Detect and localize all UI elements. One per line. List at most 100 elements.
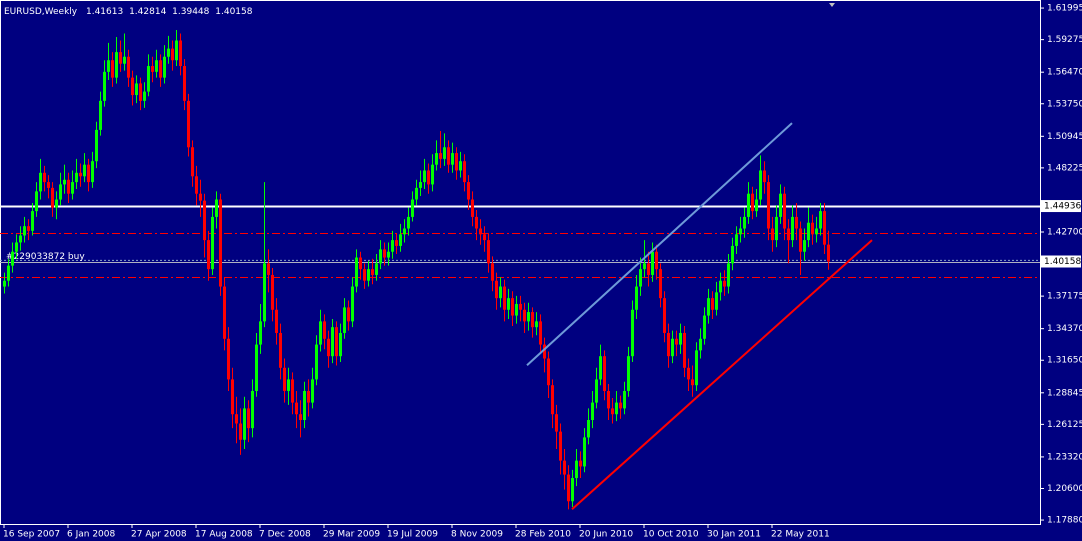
candle-body: [211, 216, 214, 270]
candle-body: [363, 269, 366, 281]
candle-body: [671, 338, 674, 357]
candle-body: [395, 240, 398, 246]
candle-body: [715, 292, 718, 310]
y-tick-label: 1.61995: [1047, 4, 1082, 14]
candle-body: [7, 265, 10, 281]
candle-body: [23, 226, 26, 236]
candle-body: [723, 280, 726, 287]
candle-body: [619, 402, 622, 409]
candle-body: [419, 182, 422, 188]
candle-body: [495, 280, 498, 299]
candle-body: [427, 170, 430, 185]
candle-body: [39, 172, 42, 192]
header-low: 1.39448: [172, 7, 209, 17]
candle-body: [79, 172, 82, 177]
candle-body: [571, 478, 574, 502]
candle-body: [371, 269, 374, 275]
y-tick-label: 1.23320: [1047, 452, 1082, 462]
candle-body: [439, 153, 442, 159]
candle-body: [651, 251, 654, 275]
candle-body: [127, 56, 130, 78]
candle-body: [583, 437, 586, 467]
x-tick-label: 17 Aug 2008: [195, 530, 253, 540]
candle-body: [35, 191, 38, 212]
candle-body: [231, 379, 234, 415]
candle-body: [443, 147, 446, 159]
candle-body: [699, 338, 702, 351]
candle-body: [123, 56, 126, 64]
candle-body: [551, 385, 554, 415]
candle-body: [575, 460, 578, 479]
candle-body: [539, 321, 542, 345]
candle-body: [335, 327, 338, 357]
x-tick-label: 10 Oct 2010: [643, 530, 699, 540]
trendline: [571, 239, 873, 511]
candle-body: [195, 176, 198, 194]
candle-body: [611, 408, 614, 415]
order-label: #229033872 buy: [6, 252, 85, 262]
candle-body: [531, 312, 534, 328]
candle-body: [239, 423, 242, 440]
candle-body: [447, 147, 450, 165]
y-tick-label: 1.17880: [1047, 516, 1082, 526]
candle-body: [167, 48, 170, 57]
candle-body: [479, 228, 482, 235]
candle-body: [775, 216, 778, 241]
candle-body: [259, 321, 262, 345]
candle-body: [187, 100, 190, 148]
candle-body: [139, 83, 142, 101]
x-tick-label: 19 Jul 2009: [387, 530, 438, 540]
candle-body: [155, 60, 158, 72]
candle-body: [763, 170, 766, 183]
x-tick-label: 7 Dec 2008: [259, 530, 311, 540]
x-tick-label: 30 Jan 2011: [707, 530, 761, 540]
candle-body: [71, 182, 74, 194]
y-tick-label: 1.42700: [1047, 227, 1082, 237]
level-price-label: 1.44936: [1044, 202, 1081, 212]
candle-body: [163, 56, 166, 78]
candle-body: [343, 307, 346, 333]
candle-body: [387, 251, 390, 258]
candle-body: [807, 222, 810, 241]
candle-body: [451, 153, 454, 165]
candle-body: [55, 199, 58, 208]
candle-body: [15, 242, 18, 252]
candle-body: [255, 344, 258, 391]
candle-body: [467, 182, 470, 200]
candle-body: [803, 240, 806, 252]
candle-body: [367, 269, 370, 281]
candle-body: [179, 40, 182, 67]
candle-body: [199, 193, 202, 201]
candle-body: [599, 356, 602, 380]
candle-body: [263, 263, 266, 322]
x-tick-label: 27 Apr 2008: [131, 530, 187, 540]
candle-body: [487, 240, 490, 264]
candle-body: [83, 164, 86, 177]
candle-body: [271, 274, 274, 310]
candle-body: [623, 390, 626, 409]
header-open: 1.41613: [86, 7, 123, 17]
candle-body: [383, 249, 386, 258]
y-tick-label: 1.56470: [1047, 68, 1082, 78]
candle-body: [67, 179, 70, 194]
candle-body: [307, 390, 310, 403]
candle-body: [183, 66, 186, 101]
candle-body: [783, 193, 786, 229]
candle-body: [703, 315, 706, 339]
x-tick-label: 20 Jun 2010: [579, 530, 633, 540]
candle-body: [3, 280, 6, 287]
shift-marker[interactable]: [829, 3, 835, 7]
candle-body: [771, 228, 774, 241]
candle-body: [143, 91, 146, 101]
y-tick-label: 1.20600: [1047, 484, 1082, 494]
candle-body: [59, 184, 62, 200]
y-tick-label: 1.37175: [1047, 292, 1082, 302]
candle-body: [391, 240, 394, 252]
candle-body: [171, 48, 174, 61]
trendline: [526, 122, 793, 366]
candle-body: [351, 286, 354, 322]
candle-body: [559, 431, 562, 461]
candle-body: [527, 312, 530, 322]
candle-body: [223, 286, 226, 339]
